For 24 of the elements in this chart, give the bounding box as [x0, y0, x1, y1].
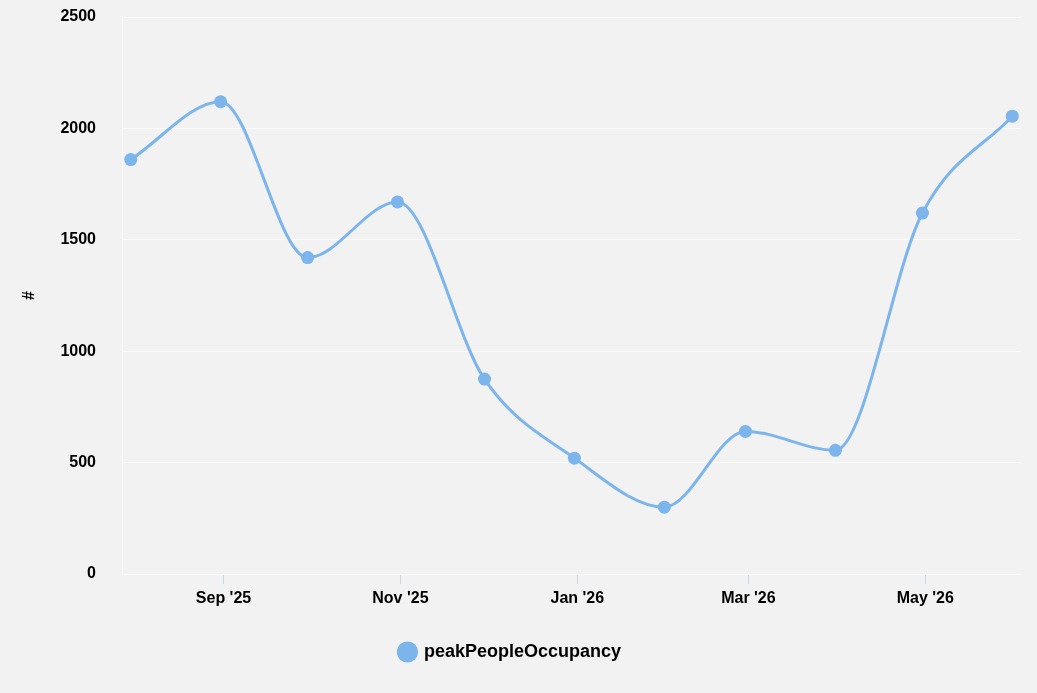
- x-tick-label: May '26: [896, 589, 954, 607]
- point: [391, 195, 404, 209]
- y-tick-label: 500: [69, 453, 97, 471]
- x-tick-label: Sep '25: [195, 589, 252, 607]
- point: [478, 372, 491, 386]
- x-tick-label: Jan '26: [550, 589, 605, 607]
- x-tick-label: Mar '26: [721, 589, 776, 607]
- point: [915, 206, 929, 220]
- point: [739, 424, 752, 438]
- point: [567, 451, 581, 465]
- point: [1005, 109, 1019, 123]
- y-tick-label: 2000: [60, 118, 97, 136]
- y-tick-label: 0: [87, 564, 97, 582]
- x-tick-label: Nov '25: [372, 589, 429, 607]
- y-tick-label: 1000: [60, 341, 97, 359]
- point: [124, 153, 138, 167]
- legend-label: peakPeopleOccupancy: [423, 640, 622, 661]
- point: [828, 443, 842, 457]
- point: [657, 500, 671, 514]
- y-axis-title: #: [20, 290, 38, 300]
- point: [301, 251, 315, 265]
- y-tick-label: 1500: [60, 230, 97, 248]
- y-tick-label: 2500: [60, 7, 97, 25]
- point: [214, 95, 228, 109]
